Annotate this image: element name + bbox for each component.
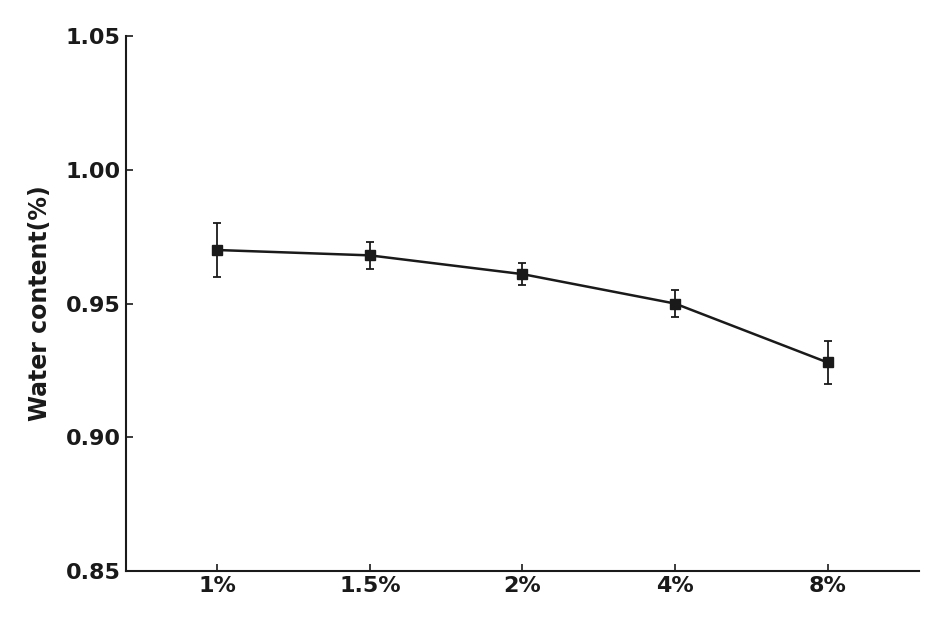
Y-axis label: Water content(%): Water content(%) bbox=[27, 186, 52, 421]
